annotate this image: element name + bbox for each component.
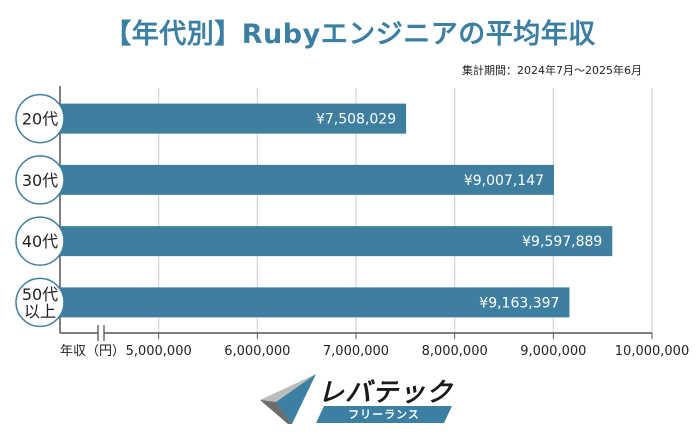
bar-value-label: ¥7,508,029 bbox=[316, 112, 396, 128]
category-label: 20代 bbox=[22, 110, 58, 129]
x-tick-label: 6,000,000 bbox=[224, 344, 290, 359]
x-tick-label: 9,000,000 bbox=[520, 344, 586, 359]
logo-main-text: レバテック bbox=[318, 378, 454, 408]
x-axis-label: 年収（円） bbox=[60, 344, 125, 359]
bar-chart: 5,000,000 6,000,000 7,000,000 8,000,000 9,00… bbox=[15, 86, 689, 359]
brand-logo: レバテック フリーランス bbox=[258, 372, 458, 428]
axis-break-gap bbox=[98, 324, 104, 342]
bar-value-label: ¥9,007,147 bbox=[464, 173, 544, 189]
x-tick-label: 5,000,000 bbox=[126, 344, 192, 359]
bar bbox=[60, 226, 613, 257]
category-badge bbox=[15, 277, 65, 328]
x-tick-label: 7,000,000 bbox=[323, 344, 389, 359]
category-label: 30代 bbox=[22, 171, 58, 190]
triangle-logo-icon bbox=[260, 374, 316, 424]
category-label: 50代 bbox=[22, 285, 58, 304]
x-tick-label: 8,000,000 bbox=[422, 344, 488, 359]
category-badge bbox=[15, 93, 65, 144]
x-tick-label: 10,000,000 bbox=[615, 344, 689, 359]
bar bbox=[60, 103, 407, 134]
bar-value-label: ¥9,597,889 bbox=[522, 234, 602, 250]
bar bbox=[60, 287, 570, 318]
category-badge bbox=[15, 216, 65, 266]
category-label: 以上 bbox=[24, 302, 56, 321]
bar-value-label: ¥9,163,397 bbox=[479, 295, 559, 311]
category-badge bbox=[15, 155, 65, 205]
bar bbox=[60, 164, 555, 195]
logo-sub-text: フリーランス bbox=[348, 408, 420, 421]
period-label: 集計期間：2024年7月～2025年6月 bbox=[462, 64, 642, 77]
category-label: 40代 bbox=[22, 232, 58, 251]
chart-title: 【年代別】Rubyエンジニアの平均年収 bbox=[104, 19, 596, 50]
